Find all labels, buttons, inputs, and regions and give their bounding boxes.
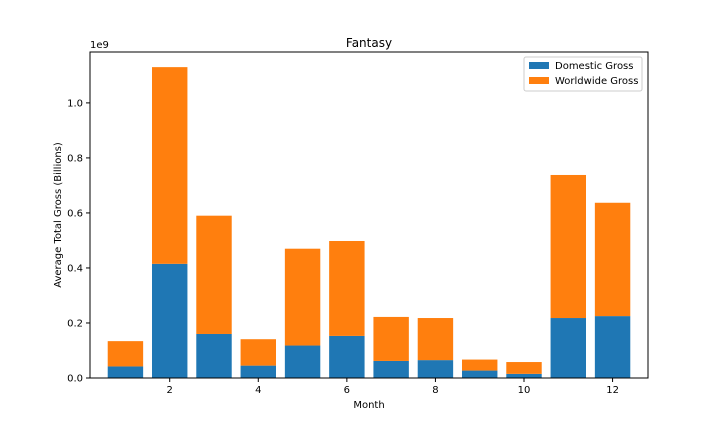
legend-label-worldwide: Worldwide Gross <box>555 76 638 87</box>
x-tick-label: 8 <box>432 385 438 396</box>
bar-worldwide-month-1 <box>107 341 144 367</box>
bar-worldwide-month-3 <box>196 215 232 334</box>
bar-domestic-month-1 <box>107 366 144 378</box>
axes-group: 2 4 6 8 10 12 0.0 0.2 0.4 0.6 0.8 1.0 <box>67 51 649 396</box>
legend-label-domestic: Domestic Gross <box>555 61 633 72</box>
bar-worldwide-month-4 <box>240 339 276 366</box>
y-tick-label: 0.6 <box>67 208 83 219</box>
x-tick-label: 2 <box>167 385 173 396</box>
legend: Domestic Gross Worldwide Gross <box>523 56 643 92</box>
bar-domestic-month-8 <box>417 360 454 378</box>
bar-worldwide-month-11 <box>550 174 586 319</box>
bar-domestic-month-12 <box>594 316 631 378</box>
bar-domestic-month-6 <box>329 335 365 378</box>
bar-worldwide-month-10 <box>506 362 542 374</box>
y-tick-label: 1.0 <box>67 98 83 109</box>
bar-domestic-month-3 <box>196 333 232 378</box>
x-tick-label: 12 <box>606 385 619 396</box>
bar-worldwide-month-6 <box>329 240 365 336</box>
x-axis-label: Month <box>353 400 384 411</box>
bar-domestic-month-7 <box>373 360 409 378</box>
bars-group <box>107 67 631 378</box>
bar-domestic-month-11 <box>550 318 586 378</box>
bar-domestic-month-2 <box>152 263 188 378</box>
legend-swatch-domestic <box>529 62 549 69</box>
y-offset-label: 1e9 <box>90 40 109 51</box>
bar-worldwide-month-8 <box>417 318 454 361</box>
plot-frame <box>89 51 649 379</box>
bar-worldwide-month-12 <box>594 202 631 317</box>
bar-worldwide-month-5 <box>284 248 321 346</box>
bar-worldwide-month-9 <box>462 359 498 371</box>
x-tick-label: 6 <box>344 385 350 396</box>
chart-title: Fantasy <box>346 36 392 50</box>
bar-domestic-month-9 <box>462 370 498 378</box>
bar-domestic-month-5 <box>284 345 321 378</box>
y-tick-label: 0.8 <box>67 153 83 164</box>
x-tick-label: 10 <box>518 385 531 396</box>
y-tick-label: 0.2 <box>67 318 83 329</box>
y-tick-label: 0.4 <box>67 263 83 274</box>
legend-frame <box>523 56 643 92</box>
bar-domestic-month-10 <box>506 373 542 378</box>
y-tick-label: 0.0 <box>67 374 83 385</box>
y-axis-label: Average Total Gross (Billions) <box>53 142 64 288</box>
bar-worldwide-month-7 <box>373 316 409 361</box>
bar-domestic-month-4 <box>240 365 276 378</box>
bar-worldwide-month-2 <box>152 67 188 264</box>
legend-swatch-worldwide <box>529 77 549 84</box>
x-tick-label: 4 <box>255 385 261 396</box>
